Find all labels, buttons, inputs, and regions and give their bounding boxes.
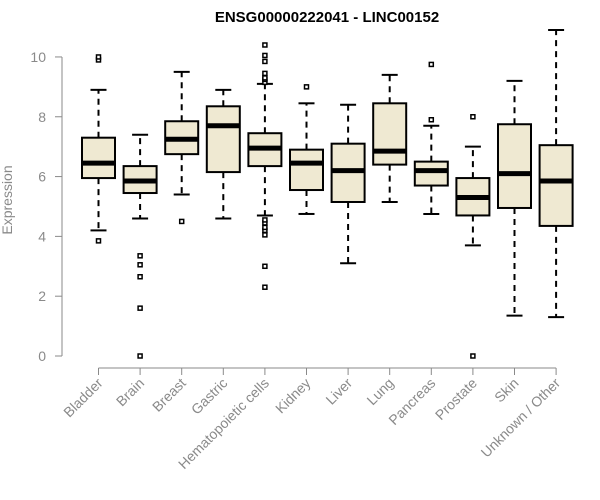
box-skin [497, 79, 532, 317]
iqr-box [289, 148, 324, 192]
box-liver [330, 103, 366, 265]
box-unknown-other [538, 29, 574, 319]
iqr-box [205, 105, 241, 174]
outlier-point [262, 58, 268, 65]
outlier-point [95, 54, 102, 60]
iqr-box [372, 102, 408, 166]
x-tick-label: Brain [113, 375, 147, 409]
outlier-point [470, 114, 476, 120]
box-lung [372, 73, 408, 203]
outlier-point [262, 232, 268, 238]
outlier-point [178, 218, 185, 225]
iqr-box [538, 144, 574, 227]
y-tick-label: 8 [38, 109, 46, 125]
outlier-point [262, 42, 268, 48]
x-tick-label: Bladder [60, 375, 106, 421]
x-tick-label: Lung [363, 375, 396, 408]
y-tick-label: 4 [38, 228, 46, 244]
outlier-point [137, 353, 143, 359]
outlier-point [262, 70, 268, 77]
box-hematopoietic-cells [247, 42, 283, 290]
box-kidney [289, 84, 324, 215]
x-tick-label: Breast [149, 375, 189, 415]
outlier-point [262, 284, 268, 290]
outlier-point [262, 263, 268, 270]
box-brain [122, 133, 158, 359]
y-tick-label: 0 [38, 348, 46, 364]
outlier-point [470, 353, 476, 359]
iqr-box [413, 160, 449, 187]
outlier-point [262, 217, 268, 223]
y-tick-label: 10 [30, 49, 46, 65]
x-tick-label: Skin [491, 375, 522, 406]
chart-title: ENSG00000222041 - LINC00152 [215, 9, 439, 26]
x-tick-label: Kidney [272, 375, 314, 417]
y-tick-label: 6 [38, 169, 46, 185]
box-pancreas [413, 61, 449, 215]
y-axis: 0 2 4 6 8 10 [30, 49, 63, 364]
outlier-point [262, 224, 268, 231]
x-tick-label: Prostate [432, 375, 480, 423]
box-breast [164, 70, 200, 225]
boxplot-series [81, 29, 574, 359]
outlier-point [262, 75, 268, 81]
outlier-point [428, 117, 435, 123]
box-gastric [205, 88, 241, 220]
x-tick-label: Unknown / Other [478, 375, 564, 461]
outlier-point [95, 238, 102, 244]
y-tick-label: 2 [38, 288, 46, 304]
outlier-point [137, 305, 143, 311]
outlier-point [137, 262, 143, 268]
iqr-box [81, 136, 116, 180]
outlier-point [428, 61, 435, 68]
outlier-point [137, 274, 143, 280]
box-prostate [455, 114, 491, 359]
x-tick-label: Liver [322, 375, 355, 408]
y-axis-label: Expression [0, 165, 15, 234]
outlier-point [262, 52, 268, 59]
box-bladder [81, 54, 116, 244]
iqr-box [497, 123, 532, 209]
outlier-point [303, 84, 310, 90]
outlier-point [137, 253, 143, 259]
